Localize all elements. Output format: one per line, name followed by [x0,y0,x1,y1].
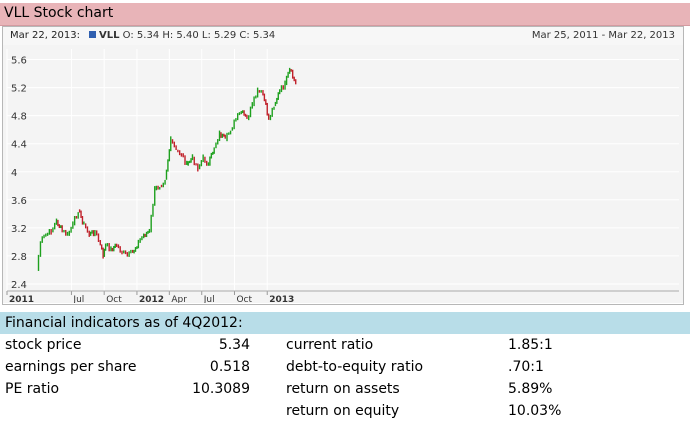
legend-ticker: VLL [99,30,120,41]
price-point [121,252,123,254]
price-point [116,245,118,247]
y-tick-label: 3.2 [11,224,27,235]
price-point [175,150,177,152]
price-point [61,231,63,233]
y-tick-label: 4.4 [11,140,27,151]
y-tick-label: 4 [11,168,17,179]
price-point [154,188,156,190]
indicators-heading: Financial indicators as of 4Q2012: [5,315,243,331]
y-tick-label: 5.2 [11,84,27,95]
price-point [45,234,47,236]
chart-frame: Mar 22, 2013: VLL O: 5.34 H: 5.40 L: 5.2… [2,26,684,305]
indicator-label: current ratio [286,337,374,353]
indicator-value: 10.3089 [192,381,250,397]
price-point [224,139,226,141]
price-point [149,231,151,233]
price-point [72,224,74,226]
price-point [159,185,161,187]
indicator-label: PE ratio [5,381,60,397]
y-tick-label: 2.8 [11,252,27,263]
price-point [127,255,129,257]
x-tick-label: Oct [236,295,252,303]
price-point [77,210,79,212]
price-point [284,83,286,85]
price-point [36,269,38,271]
price-point [279,90,281,92]
price-point [197,167,199,169]
price-point [295,83,297,85]
x-tick-label: Apr [171,295,187,303]
indicators-heading-bar: Financial indicators as of 4Q2012: [0,312,690,334]
indicator-value: 10.03% [508,403,562,419]
price-point [246,118,248,120]
price-point [94,231,96,233]
price-point [202,157,204,159]
price-point [268,118,270,120]
price-point [262,94,264,96]
y-tick-label: 4.8 [11,112,27,123]
legend-swatch [89,31,96,38]
hover-date: Mar 22, 2013: [10,30,80,41]
indicator-value: 5.34 [218,337,250,353]
indicator-label: return on assets [286,381,400,397]
price-point [88,234,90,236]
price-point [164,178,166,180]
price-point [235,118,237,120]
price-point [170,139,172,141]
price-point [208,164,210,166]
chart-title: VLL Stock chart [4,5,114,21]
price-point [40,241,42,243]
price-point [99,245,101,247]
chart-title-bar: VLL Stock chart [0,3,690,26]
price-point [50,231,52,233]
price-point [251,104,253,106]
indicator-value: 5.89% [508,381,553,397]
indicator-value: .70:1 [508,359,544,375]
price-plot[interactable]: 2.4 2.8 3.2 3.6 4 4.4 4.8 5.2 5.6 2011 Jul Oct 2012 A… [3,45,683,303]
legend: VLL O: 5.34 H: 5.40 L: 5.29 C: 5.34 [89,30,275,41]
indicator-label: debt-to-equity ratio [286,359,424,375]
x-tick-label: 2012 [139,295,164,303]
price-point [219,132,221,134]
price-point [67,234,69,236]
price-point [186,164,188,166]
indicator-label: earnings per share [5,359,137,375]
x-tick-label: 2011 [9,295,34,303]
price-point [257,90,259,92]
price-point [56,220,58,222]
x-tick-label: Oct [106,295,122,303]
x-tick-label: Jul [203,295,215,303]
price-point [83,224,85,226]
indicator-value: 0.518 [209,359,250,375]
price-point [105,245,107,247]
price-point [213,146,215,148]
price-point [132,252,134,254]
date-range: Mar 25, 2011 - Mar 22, 2013 [531,30,675,41]
price-point [240,111,242,113]
price-point [273,104,275,106]
x-tick-label: Jul [72,295,84,303]
price-point [110,248,112,250]
chart-header: Mar 22, 2013: VLL O: 5.34 H: 5.40 L: 5.2… [3,27,683,46]
price-point [289,69,291,71]
price-point [138,241,140,243]
price-point [102,255,104,257]
price-point [143,234,145,236]
price-point [181,153,183,155]
y-tick-label: 3.6 [11,196,27,207]
indicator-value: 1.85:1 [508,337,553,353]
y-tick-label: 2.4 [11,280,27,291]
y-tick-label: 5.6 [11,56,27,67]
x-tick-label: 2013 [269,295,294,303]
price-point [230,129,232,131]
price-point [192,157,194,159]
indicator-label: return on equity [286,403,400,419]
ohlc-readout: O: 5.34 H: 5.40 L: 5.29 C: 5.34 [122,30,276,41]
plot-background [3,45,683,303]
indicator-label: stock price [5,337,82,353]
